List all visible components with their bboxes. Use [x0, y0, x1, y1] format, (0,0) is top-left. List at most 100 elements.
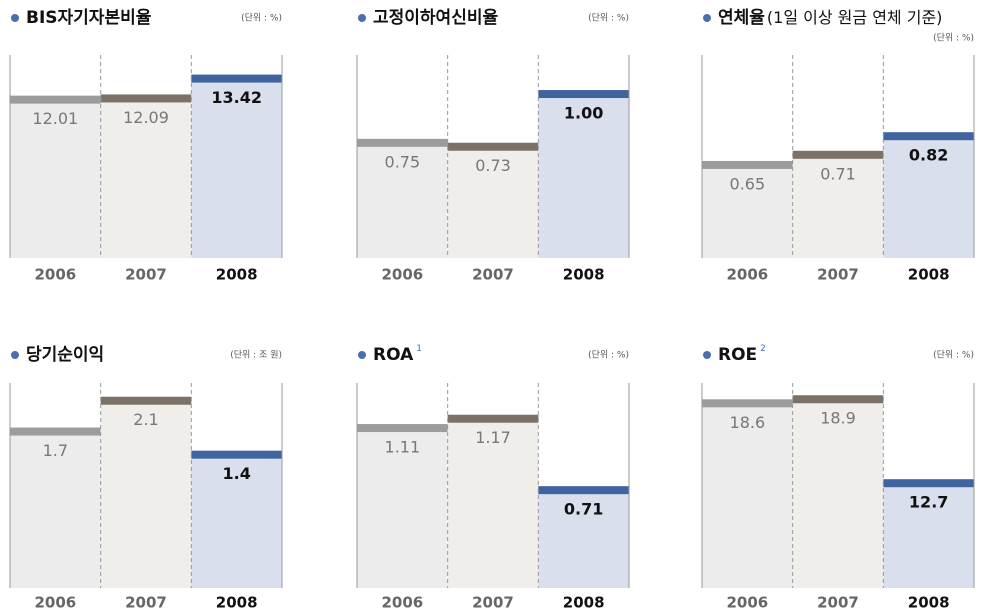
subtitle: (1일 이상 원금 연체 기준)	[767, 8, 943, 27]
x-tick-label: 2008	[908, 266, 950, 284]
value-label: 12.01	[32, 109, 78, 128]
chart-title: 고정이하여신비율	[373, 8, 498, 28]
chart-title: ROA 1	[373, 344, 422, 366]
x-tick-label: 2008	[908, 594, 950, 612]
value-label: 0.65	[730, 174, 766, 193]
x-tick-label: 2008	[563, 266, 605, 284]
footnote-marker: 2	[760, 344, 766, 354]
title-text: ROE	[718, 345, 757, 365]
unit-label: (단위 : %)	[241, 13, 282, 24]
bar	[792, 154, 884, 258]
x-tick-label: 2007	[817, 266, 859, 284]
bar	[447, 146, 539, 258]
x-tick-label: 2006	[381, 266, 423, 284]
x-tick-label: 2007	[125, 266, 167, 284]
bullet	[358, 14, 366, 22]
bar-cap	[883, 132, 974, 141]
x-tick-label: 2006	[726, 266, 768, 284]
value-label: 1.7	[43, 441, 68, 460]
value-label: 0.75	[385, 152, 421, 171]
bullet	[11, 14, 19, 22]
value-label: 0.82	[909, 146, 948, 165]
bar	[883, 136, 974, 258]
bar-cap	[191, 74, 282, 83]
x-tick-label: 2007	[472, 266, 514, 284]
bar	[883, 483, 974, 588]
x-tick-label: 2008	[563, 594, 605, 612]
bar-cap	[883, 479, 974, 488]
chart-title: ROE 2	[718, 344, 766, 366]
bar	[702, 164, 793, 258]
title-text: BIS자기자본비율	[26, 8, 152, 28]
value-label: 2.1	[133, 410, 158, 429]
bullet	[703, 351, 711, 359]
bar-cap	[538, 90, 629, 99]
value-label: 18.6	[730, 413, 766, 432]
value-label: 18.9	[820, 409, 856, 428]
bar-cap	[447, 414, 539, 423]
unit-label: (단위 : %)	[588, 13, 629, 24]
bar-cap	[191, 450, 282, 459]
unit-label: (단위 : %)	[933, 350, 974, 361]
title-text: 연체율	[718, 8, 765, 28]
x-tick-label: 2006	[726, 594, 768, 612]
bar	[792, 399, 884, 588]
bar-cap	[357, 138, 448, 147]
bar	[538, 94, 629, 259]
value-label: 0.71	[820, 164, 856, 183]
footnote-marker: 1	[416, 344, 422, 354]
value-label: 0.73	[475, 156, 511, 175]
title-text: 고정이하여신비율	[373, 8, 498, 28]
bar-cap	[538, 486, 629, 495]
title-text: 당기순이익	[26, 345, 104, 365]
value-label: 12.09	[123, 108, 169, 127]
chart-title: 당기순이익	[26, 345, 104, 365]
bar-cap	[792, 395, 884, 404]
title-text: ROA	[373, 345, 414, 365]
bar	[702, 403, 793, 588]
x-tick-label: 2006	[34, 266, 76, 284]
unit-label: (단위 : %)	[588, 350, 629, 361]
value-label: 13.42	[211, 88, 262, 107]
bar	[357, 428, 448, 588]
x-tick-label: 2007	[817, 594, 859, 612]
x-tick-label: 2006	[34, 594, 76, 612]
x-tick-label: 2008	[216, 594, 258, 612]
value-label: 1.11	[385, 438, 421, 457]
bullet	[703, 14, 711, 22]
chart-title: 연체율 (1일 이상 원금 연체 기준)	[718, 8, 942, 29]
x-tick-label: 2006	[381, 594, 423, 612]
bullet	[11, 351, 19, 359]
bar-cap	[10, 95, 101, 104]
x-tick-label: 2007	[125, 594, 167, 612]
value-label: 1.17	[475, 428, 511, 447]
value-label: 1.00	[564, 104, 603, 123]
bar	[538, 490, 629, 588]
bar	[100, 98, 192, 258]
bar	[10, 431, 101, 588]
unit-label: (단위 : %)	[933, 33, 974, 44]
bar-cap	[447, 142, 539, 151]
bar	[100, 400, 192, 588]
bar	[10, 99, 101, 258]
chart-title: BIS자기자본비율	[26, 8, 152, 28]
bar-cap	[10, 427, 101, 436]
value-label: 1.4	[222, 464, 250, 483]
bar	[447, 418, 539, 588]
bar-cap	[702, 399, 793, 408]
value-label: 0.71	[564, 500, 603, 519]
unit-label: (단위 : 조 원)	[230, 350, 282, 361]
x-tick-label: 2007	[472, 594, 514, 612]
bar-cap	[100, 396, 192, 405]
bar-cap	[792, 150, 884, 159]
bar-cap	[100, 94, 192, 103]
bar	[191, 78, 282, 258]
value-label: 12.7	[909, 493, 948, 512]
bar-cap	[702, 160, 793, 169]
bullet	[358, 351, 366, 359]
bar	[191, 454, 282, 588]
x-tick-label: 2008	[216, 266, 258, 284]
bar	[357, 142, 448, 258]
